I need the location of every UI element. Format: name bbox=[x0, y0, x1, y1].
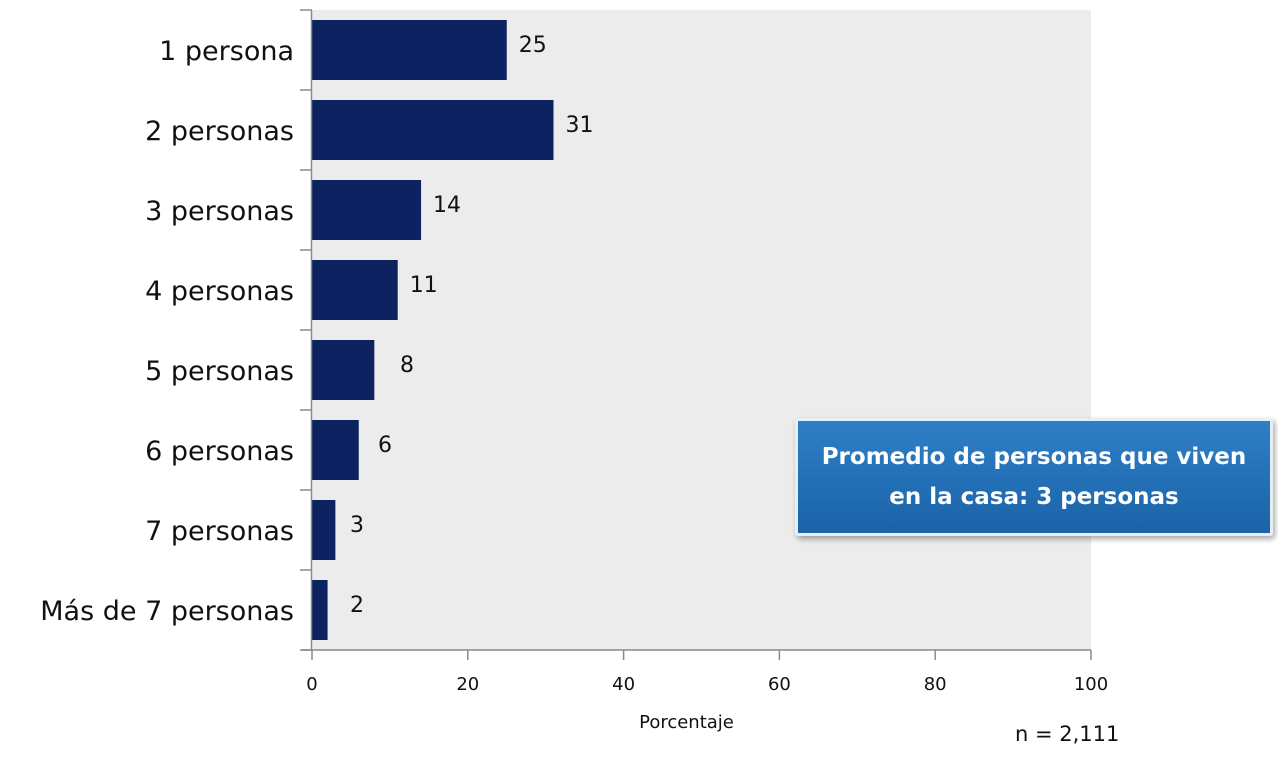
sample-size-note: n = 2,111 bbox=[1015, 722, 1120, 746]
category-label: 7 personas bbox=[145, 516, 294, 547]
x-tick-label: 100 bbox=[1074, 674, 1108, 695]
bar bbox=[312, 20, 507, 80]
x-tick-label: 20 bbox=[456, 674, 479, 695]
category-label: 3 personas bbox=[145, 196, 294, 227]
x-tick-label: 80 bbox=[924, 674, 947, 695]
average-callout-text: Promedio de personas que viven en la cas… bbox=[821, 444, 1247, 510]
x-tick-label: 40 bbox=[612, 674, 635, 695]
value-label: 6 bbox=[378, 433, 392, 458]
bar bbox=[312, 420, 359, 480]
value-label: 25 bbox=[519, 33, 547, 58]
average-callout: Promedio de personas que viven en la cas… bbox=[795, 418, 1273, 536]
x-tick-label: 0 bbox=[306, 674, 317, 695]
category-label: 4 personas bbox=[145, 276, 294, 307]
value-label: 31 bbox=[565, 113, 593, 138]
bar bbox=[312, 180, 422, 240]
bar bbox=[312, 340, 375, 400]
category-label: 6 personas bbox=[145, 436, 294, 467]
bar bbox=[312, 260, 398, 320]
category-label: 1 persona bbox=[159, 36, 294, 67]
bar bbox=[312, 500, 336, 560]
value-label: 3 bbox=[350, 513, 364, 538]
bar bbox=[312, 100, 554, 160]
bar bbox=[312, 580, 328, 640]
category-label: 2 personas bbox=[145, 116, 294, 147]
value-label: 2 bbox=[350, 593, 364, 618]
category-label: 5 personas bbox=[145, 356, 294, 387]
x-tick-label: 60 bbox=[768, 674, 791, 695]
value-label: 11 bbox=[410, 273, 438, 298]
value-label: 14 bbox=[433, 193, 461, 218]
value-label: 8 bbox=[400, 353, 414, 378]
x-axis-title: Porcentaje bbox=[639, 712, 734, 733]
category-label: Más de 7 personas bbox=[40, 596, 294, 627]
